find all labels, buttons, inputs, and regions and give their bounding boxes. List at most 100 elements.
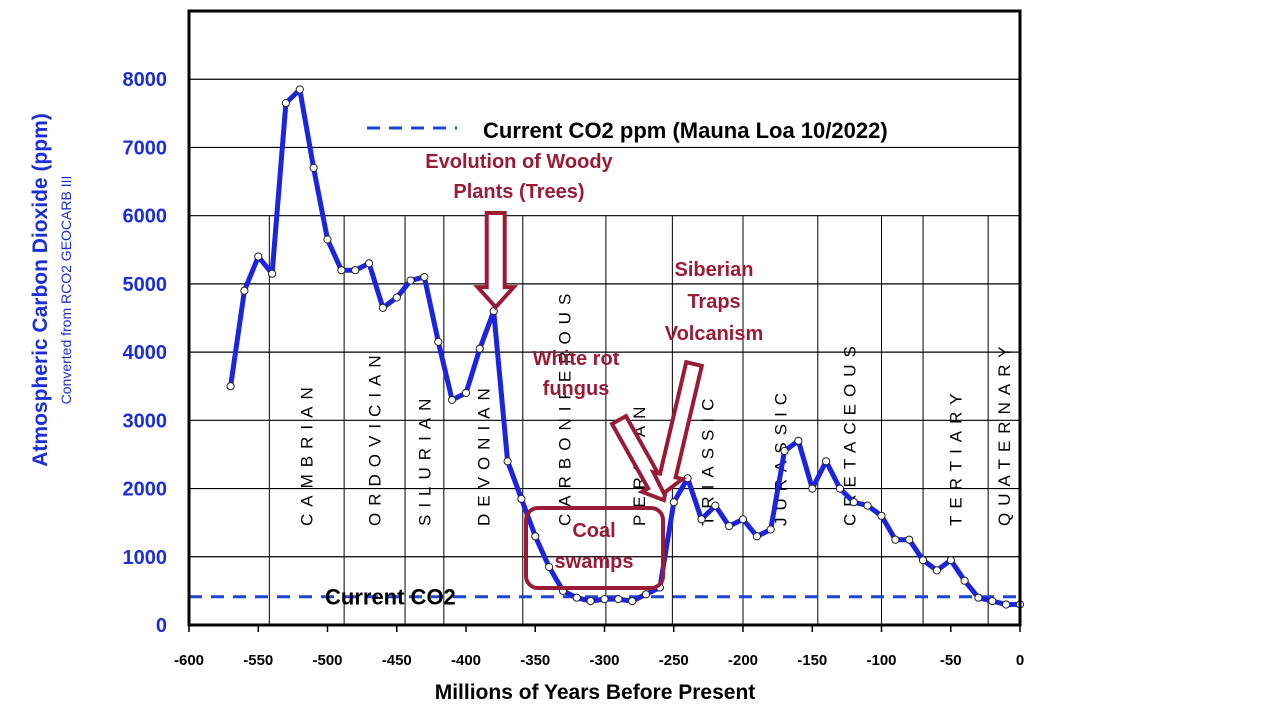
data-point [905, 535, 914, 544]
data-point [877, 511, 886, 520]
data-point [863, 501, 872, 510]
data-point [946, 556, 955, 565]
data-point [918, 556, 928, 565]
x-tick-label: -50 [940, 652, 962, 669]
data-point [711, 501, 720, 510]
data-point [461, 388, 471, 398]
x-tick-label: -300 [589, 652, 619, 669]
data-point [475, 344, 484, 353]
period-label: TRIASSIC [699, 392, 718, 526]
y-tick-label: 8000 [123, 69, 168, 91]
data-point [337, 266, 346, 275]
grid-layer [189, 78, 1020, 558]
data-point [295, 85, 304, 94]
data-point [808, 484, 817, 493]
coal-swamps-box [524, 506, 665, 590]
x-tick-label: -100 [866, 652, 896, 669]
data-point [614, 595, 623, 604]
data-point [531, 532, 540, 541]
annotation-siberian-traps: Volcanism [665, 323, 764, 345]
series-line [228, 87, 1023, 607]
period-label: QUATERNARY [995, 339, 1014, 526]
data-point [448, 395, 457, 404]
x-tick-label: -200 [728, 652, 758, 669]
period-label: SILURIAN [415, 392, 434, 526]
legend-label: Current CO2 ppm (Mauna Loa 10/2022) [483, 118, 888, 143]
period-label: CARBONIFEROUS [555, 287, 574, 526]
annotation-woody-plants: Evolution of Woody [425, 151, 613, 173]
data-point [794, 436, 803, 445]
period-label: CRETACEOUS [841, 339, 860, 526]
data-point [932, 566, 942, 575]
data-point [365, 259, 374, 268]
data-point [378, 303, 387, 312]
annotation-woody-plants: Plants (Trees) [453, 181, 584, 203]
data-point [226, 382, 235, 391]
data-point [725, 522, 734, 531]
data-point [240, 286, 249, 295]
data-point [669, 498, 678, 507]
y-tick-label: 0 [156, 615, 167, 637]
data-point [392, 293, 401, 302]
x-tick-label: -550 [243, 652, 273, 669]
data-point [586, 597, 595, 606]
annotation-coal-swamps: swamps [555, 551, 634, 573]
annotation-siberian-traps: Traps [687, 291, 740, 313]
data-point [974, 593, 983, 602]
data-point [849, 498, 858, 507]
data-point [351, 266, 360, 275]
data-point [503, 457, 512, 466]
y-tick-label: 3000 [123, 410, 168, 432]
data-point [1002, 600, 1011, 609]
data-point [572, 593, 581, 602]
x-tick-label: -450 [382, 652, 412, 669]
data-point [822, 457, 831, 466]
series-layer [226, 85, 1025, 609]
period-label: CAMBRIAN [298, 380, 317, 526]
y-tick-label: 7000 [123, 137, 168, 159]
data-point [517, 494, 526, 503]
annotation-layer: Evolution of Woody Plants (Trees) White ro… [425, 151, 764, 590]
y-tick-label: 2000 [123, 479, 168, 501]
data-point [988, 597, 997, 606]
data-point [641, 590, 651, 599]
data-point [309, 163, 318, 172]
y-tick-label: 5000 [123, 274, 168, 296]
data-point [780, 446, 789, 456]
y-axis-sublabel: Converted from RCO2 GEOCARB III [58, 176, 74, 405]
x-tick-label: -400 [451, 652, 481, 669]
data-point [281, 99, 290, 108]
x-tick-label: -250 [659, 652, 689, 669]
period-label: ORDOVICIAN [366, 348, 385, 526]
x-axis-label: Millions of Years Before Present [435, 681, 756, 704]
data-point [766, 525, 775, 534]
x-tick-label: -150 [797, 652, 827, 669]
data-point [891, 535, 900, 544]
arrow-siberian-traps [649, 359, 705, 497]
y-tick-label: 4000 [123, 342, 168, 364]
data-point [697, 515, 706, 524]
period-label: TERTIARY [947, 387, 966, 526]
current-co2-label: Current CO2 [325, 585, 456, 610]
data-point [254, 252, 263, 261]
y-tick-label: 6000 [123, 206, 168, 228]
annotation-white-rot: White rot [533, 348, 620, 370]
annotation-coal-swamps: Coal [572, 520, 615, 542]
data-point [600, 595, 609, 604]
x-tick-label: -350 [520, 652, 550, 669]
data-point [545, 562, 554, 572]
arrow-woody-plants [473, 211, 519, 311]
data-point [323, 235, 332, 244]
x-tick-label: -500 [312, 652, 342, 669]
axis-layer: 0 1000 2000 3000 4000 5000 6000 7000 8000 -600 -55… [123, 9, 1024, 669]
data-point [752, 532, 762, 541]
annotation-siberian-traps: Siberian [675, 259, 754, 281]
annotation-white-rot: fungus [543, 378, 610, 400]
data-point [420, 273, 429, 282]
data-point [738, 515, 748, 524]
data-point [434, 337, 443, 346]
data-point [960, 576, 969, 585]
data-point [268, 269, 277, 278]
data-point [628, 597, 637, 606]
